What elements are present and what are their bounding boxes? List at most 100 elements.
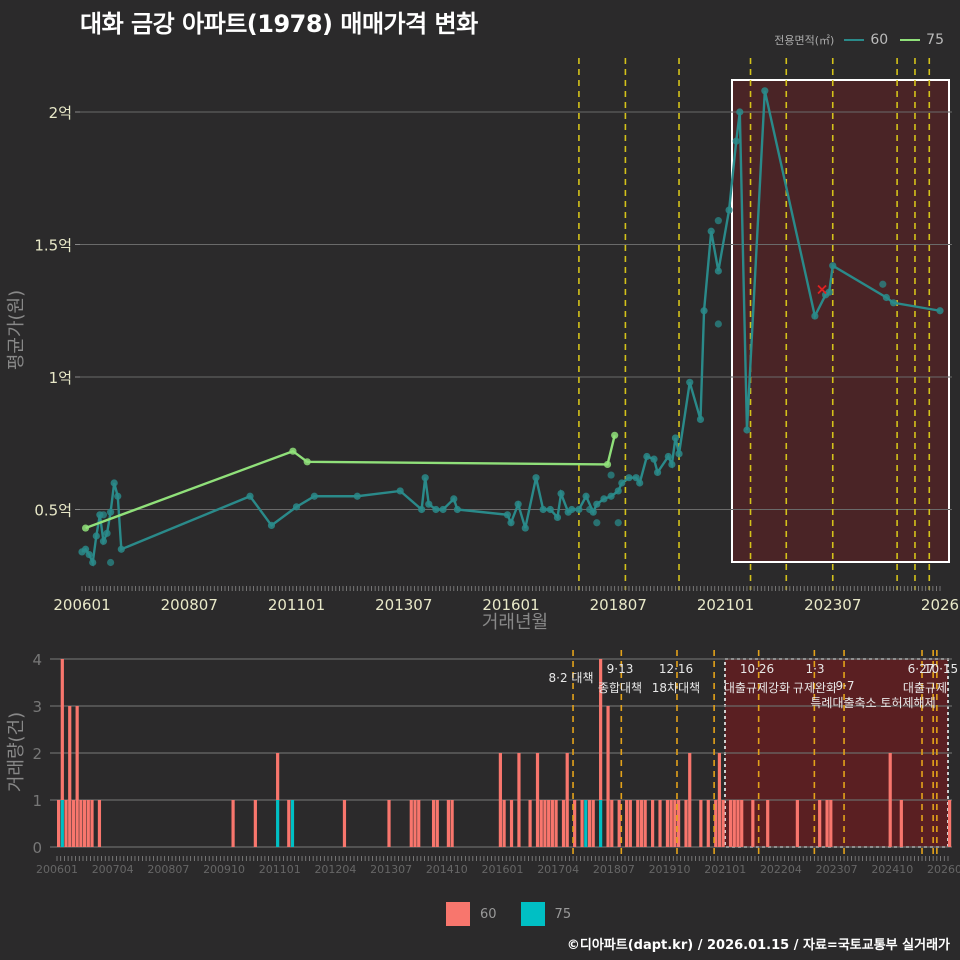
data-point (107, 509, 114, 516)
data-point (665, 453, 672, 460)
bar-60 (644, 800, 647, 847)
highlight-region (732, 80, 949, 562)
data-point (354, 493, 361, 500)
data-point (557, 490, 564, 497)
bar-60 (610, 800, 613, 847)
policy-label: 18차대책 (652, 680, 700, 695)
data-point (736, 108, 743, 115)
data-point (675, 450, 682, 457)
data-point (568, 506, 575, 513)
x-tick-label: 200704 (92, 863, 134, 876)
bar-60 (528, 800, 531, 847)
bar-60 (670, 800, 673, 847)
bar-60 (707, 800, 710, 847)
legend-swatch-60-bar (446, 902, 470, 926)
data-point (604, 461, 611, 468)
x-tick-label: 201204 (314, 863, 356, 876)
bar-60 (510, 800, 513, 847)
bar-60 (736, 800, 739, 847)
bar-75 (291, 800, 294, 847)
bar-60 (699, 800, 702, 847)
data-point (636, 479, 643, 486)
data-point (540, 506, 547, 513)
data-point (504, 511, 511, 518)
x-tick-label: 200807 (147, 863, 189, 876)
bar-60 (658, 800, 661, 847)
bar-60 (825, 800, 828, 847)
x-tick-label: 202601 (927, 863, 960, 876)
x-tick-label: 201704 (537, 863, 579, 876)
bar-60 (79, 800, 82, 847)
data-point (86, 551, 93, 558)
data-point (618, 479, 625, 486)
x-tick-label: 201807 (593, 863, 635, 876)
x-tick-label: 200601 (53, 596, 110, 614)
data-point (425, 501, 432, 508)
data-point (554, 514, 561, 521)
y-tick-label: 2억 (49, 104, 72, 122)
data-point (615, 519, 622, 526)
data-point (246, 493, 253, 500)
data-point (82, 524, 89, 531)
bar-60 (625, 800, 628, 847)
data-point (593, 519, 600, 526)
data-point (829, 262, 836, 269)
data-point (289, 448, 296, 455)
data-point (418, 506, 425, 513)
data-point (697, 416, 704, 423)
x-tick-label: 202307 (816, 863, 858, 876)
bar-60 (87, 800, 90, 847)
y-tick-label: 2 (32, 745, 42, 763)
bar-60 (413, 800, 416, 847)
bar-60 (387, 800, 390, 847)
bar-60 (688, 753, 691, 847)
data-point (615, 487, 622, 494)
data-point (432, 506, 439, 513)
bar-60 (90, 800, 93, 847)
bar-75 (61, 800, 64, 847)
x-tick-label: 201410 (426, 863, 468, 876)
x-tick-label: 200601 (36, 863, 78, 876)
x-tick-label: 201601 (482, 863, 524, 876)
bar-60 (503, 800, 506, 847)
data-point (114, 493, 121, 500)
policy-label: 12·16 (659, 662, 693, 676)
data-point (608, 471, 615, 478)
bar-60 (72, 800, 75, 847)
x-tick-label: 201307 (370, 863, 412, 876)
y-tick-label: 3 (32, 698, 42, 716)
policy-label: 9·7 (835, 679, 854, 693)
bar-60 (276, 753, 279, 800)
price-line-chart: 0.5억1억1.5억2억2006012008072011012013072016… (6, 58, 959, 633)
policy-label: 10·26 (740, 662, 774, 676)
bar-60 (68, 706, 71, 847)
bar-60 (76, 706, 79, 847)
x-tick-label: 202204 (760, 863, 802, 876)
data-point (100, 511, 107, 518)
bar-60 (61, 659, 64, 800)
bar-60 (566, 753, 569, 847)
bar-60 (543, 800, 546, 847)
bar-60 (436, 800, 439, 847)
bar-60 (592, 800, 595, 847)
data-point (507, 519, 514, 526)
legend-label-75-bar: 75 (555, 907, 572, 922)
bar-60 (287, 800, 290, 847)
bar-60 (64, 800, 67, 847)
data-point (686, 379, 693, 386)
data-point (575, 506, 582, 513)
x-tick-label: 201910 (649, 863, 691, 876)
x-tick-label: 202307 (804, 596, 861, 614)
bar-60 (636, 800, 639, 847)
data-point (515, 501, 522, 508)
bar-60 (343, 800, 346, 847)
data-point (100, 538, 107, 545)
bar-60 (684, 800, 687, 847)
y-tick-label: 0.5억 (34, 502, 72, 520)
legend-swatch-75-bar (521, 902, 545, 926)
bar-60 (580, 800, 583, 847)
y-tick-label: 1 (32, 792, 42, 810)
policy-label: 10·15 (924, 662, 958, 676)
chart-canvas: 0.5억1억1.5억2억2006012008072011012013072016… (0, 0, 960, 960)
bar-60 (432, 800, 435, 847)
